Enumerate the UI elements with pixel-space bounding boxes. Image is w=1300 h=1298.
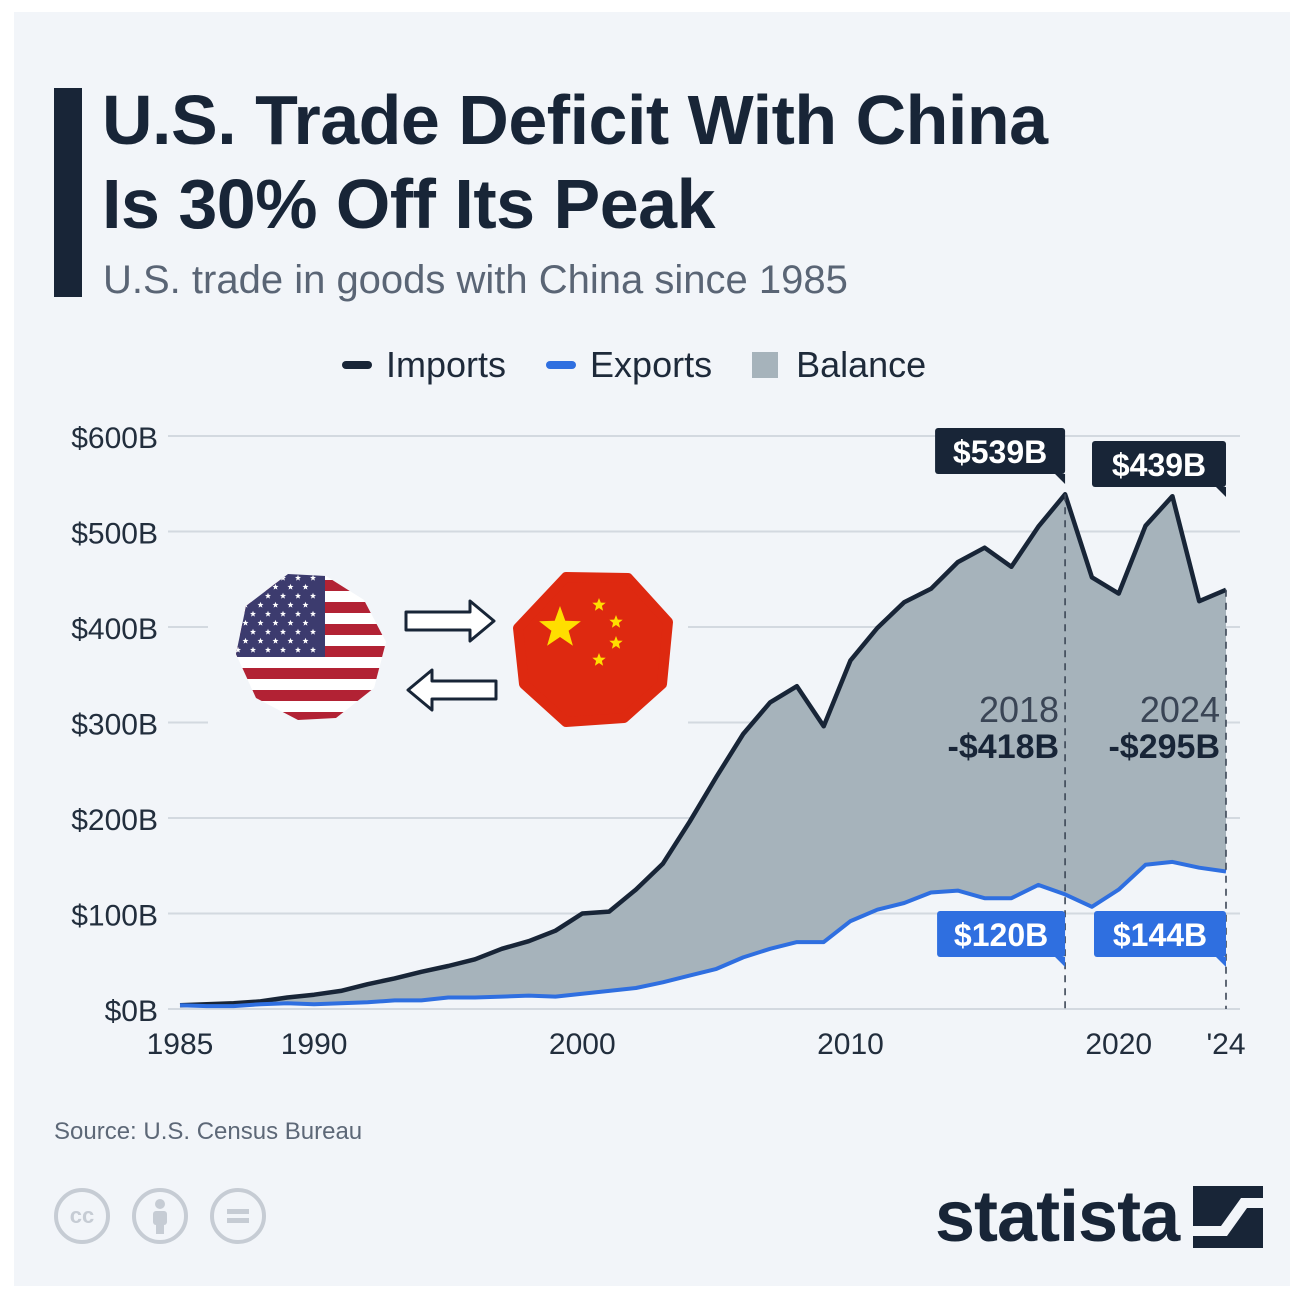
us-star <box>265 646 271 653</box>
us-star <box>265 628 271 635</box>
us-star <box>302 583 309 590</box>
us-star <box>265 592 271 599</box>
license-icons: cc <box>54 1188 288 1244</box>
us-star <box>250 610 256 617</box>
us-star <box>280 646 286 653</box>
us-star <box>310 610 316 617</box>
china-flag-icon <box>513 572 673 727</box>
callout-imports-2018: $539B <box>935 428 1066 484</box>
us-star <box>295 646 301 653</box>
legend-swatch-imports <box>342 361 372 369</box>
y-tick-label: $200B <box>71 804 158 837</box>
chart-subtitle: U.S. trade in goods with China since 198… <box>103 258 848 302</box>
us-flag-icon <box>236 574 386 720</box>
us-star <box>287 601 294 608</box>
us-star <box>257 619 264 626</box>
us-star <box>272 637 279 644</box>
balance-label-2024: -$295B <box>1108 728 1220 766</box>
y-tick-label: $500B <box>71 518 158 551</box>
x-tick-label: 1985 <box>147 1028 214 1061</box>
y-tick-label: $0B <box>105 995 158 1028</box>
us-star <box>295 610 301 617</box>
legend-item-balance: Balance <box>752 344 926 386</box>
legend-swatch-exports <box>546 361 577 369</box>
us-star <box>310 646 316 653</box>
by-icon <box>132 1188 188 1244</box>
us-star <box>310 574 316 581</box>
us-star <box>280 592 286 599</box>
year-label-2024: 2024 <box>1140 689 1220 730</box>
chart-title: U.S. Trade Deficit With China Is 30% Off… <box>102 81 1048 243</box>
arrow-left-icon <box>406 668 498 712</box>
us-star <box>250 628 256 635</box>
imports-line <box>179 492 1227 1008</box>
us-star <box>295 592 301 599</box>
y-tick-label: $300B <box>71 709 158 742</box>
us-star <box>280 610 286 617</box>
y-tick-label: $100B <box>71 900 158 933</box>
x-tick-label: '24 <box>1206 1028 1245 1061</box>
us-star <box>310 592 316 599</box>
callout-exports-2024: $144B <box>1094 911 1226 967</box>
x-tick-label: 2000 <box>549 1028 616 1061</box>
us-star <box>257 637 264 644</box>
legend-label-balance: Balance <box>796 344 927 385</box>
statista-mark-icon <box>1193 1186 1264 1248</box>
us-star <box>295 574 301 581</box>
arrow-right-icon <box>404 599 496 643</box>
legend-item-exports: Exports <box>546 344 712 386</box>
exports-line <box>179 859 1227 1009</box>
x-tick-label: 1990 <box>281 1028 348 1061</box>
us-star <box>287 619 294 626</box>
cc-icon: cc <box>54 1188 110 1244</box>
x-tick-label: 2010 <box>817 1028 884 1061</box>
title-accent-bar <box>54 88 82 297</box>
us-star <box>272 583 279 590</box>
us-star <box>257 601 264 608</box>
brand-name: statista <box>935 1177 1180 1257</box>
us-star <box>242 619 249 626</box>
us-star <box>272 619 279 626</box>
callout-imports-2024: $439B <box>1092 441 1226 497</box>
us-star <box>250 646 256 653</box>
y-tick-label: $600B <box>71 422 158 455</box>
flags-illustration <box>236 572 673 727</box>
us-star <box>287 583 294 590</box>
us-star <box>280 628 286 635</box>
us-star <box>295 628 301 635</box>
callout-label: $539B <box>953 434 1047 470</box>
callout-label: $439B <box>1112 447 1206 483</box>
legend: Imports Exports Balance <box>342 340 966 390</box>
legend-item-imports: Imports <box>342 344 506 386</box>
nd-icon <box>210 1188 266 1244</box>
us-star <box>287 637 294 644</box>
us-star <box>302 601 309 608</box>
us-star <box>272 601 279 608</box>
y-tick-label: $400B <box>71 613 158 646</box>
balance-area <box>180 494 1226 1007</box>
year-label-2018: 2018 <box>979 689 1059 730</box>
legend-label-exports: Exports <box>590 344 713 385</box>
legend-label-imports: Imports <box>386 344 507 385</box>
us-star <box>265 610 271 617</box>
source-note: Source: U.S. Census Bureau <box>54 1118 363 1145</box>
callout-exports-2018: $120B <box>937 911 1066 967</box>
callout-label: $144B <box>1113 917 1207 953</box>
balance-label-2018: -$418B <box>948 728 1060 766</box>
callout-label: $120B <box>954 917 1048 953</box>
us-star <box>302 637 309 644</box>
us-star <box>310 628 316 635</box>
us-star <box>302 619 309 626</box>
legend-swatch-balance <box>752 352 779 378</box>
x-tick-label: 2020 <box>1085 1028 1152 1061</box>
us-star <box>242 637 249 644</box>
statista-logo: statista <box>935 1176 1264 1258</box>
